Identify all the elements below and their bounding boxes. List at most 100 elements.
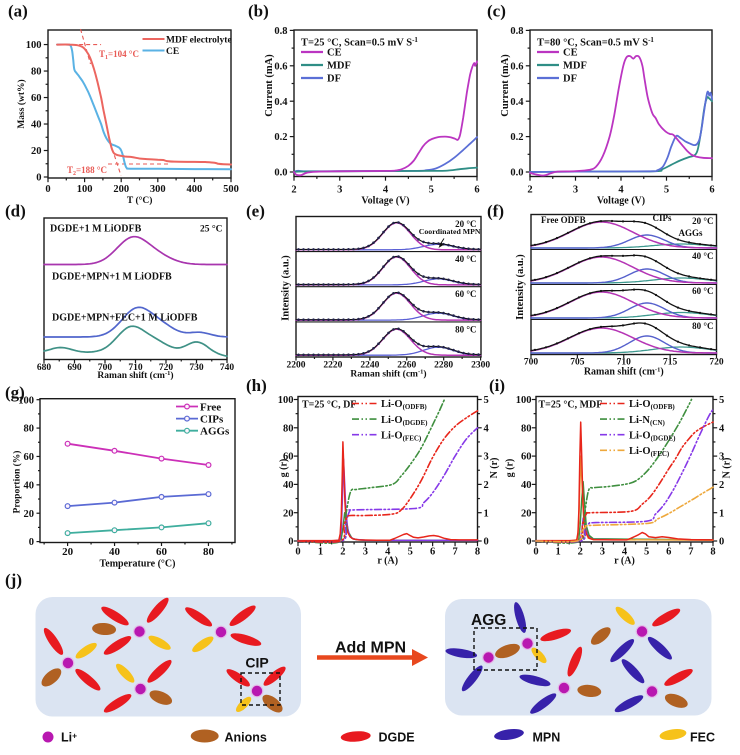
svg-text:40: 40 [521,480,532,491]
svg-text:6: 6 [666,547,671,558]
svg-text:T (°C): T (°C) [127,195,153,206]
svg-text:20: 20 [62,546,74,558]
svg-text:5: 5 [664,185,669,196]
svg-text:AGGs: AGGs [678,228,703,238]
svg-text:715: 715 [663,358,678,368]
svg-text:0: 0 [484,537,489,548]
svg-text:0: 0 [45,184,50,195]
svg-text:5: 5 [408,547,413,558]
svg-text:2: 2 [578,547,583,558]
svg-text:500: 500 [223,184,239,195]
svg-text:3: 3 [337,185,342,196]
svg-text:40: 40 [283,480,294,491]
svg-text:r (A): r (A) [614,556,635,567]
svg-text:0.0: 0.0 [274,168,287,179]
svg-text:6: 6 [430,547,435,558]
svg-text:100: 100 [26,40,42,51]
svg-text:1: 1 [556,547,561,558]
svg-text:0: 0 [29,537,34,548]
svg-text:5: 5 [484,395,489,406]
svg-text:720: 720 [159,363,174,373]
svg-text:100: 100 [18,395,34,406]
svg-text:Free: Free [200,401,221,413]
svg-text:4: 4 [383,185,389,196]
svg-text:g (r): g (r) [279,459,290,478]
svg-text:4: 4 [622,547,628,558]
svg-text:Coordinated MPN: Coordinated MPN [419,227,481,236]
svg-text:Add MPN: Add MPN [335,640,406,657]
svg-text:700: 700 [524,358,539,368]
svg-text:1: 1 [484,508,489,519]
svg-text:2: 2 [719,480,724,491]
svg-text:4: 4 [484,423,490,434]
svg-text:100: 100 [278,395,294,406]
svg-text:0.8: 0.8 [274,26,287,37]
svg-text:8: 8 [710,547,715,558]
svg-text:2: 2 [291,185,296,196]
svg-text:0.2: 0.2 [510,132,523,143]
svg-text:20: 20 [31,146,42,157]
svg-text:0.4: 0.4 [274,97,288,108]
svg-text:60: 60 [283,452,294,463]
svg-text:DGDE: DGDE [379,731,415,745]
svg-text:60: 60 [521,452,532,463]
svg-text:60: 60 [31,93,42,104]
svg-text:2300: 2300 [471,361,490,371]
svg-text:705: 705 [570,358,585,368]
svg-text:20: 20 [521,508,532,519]
svg-text:Anions: Anions [225,731,267,745]
svg-text:2200: 2200 [287,361,306,371]
svg-text:20 °C: 20 °C [692,216,713,226]
svg-text:(j): (j) [5,571,22,590]
svg-text:MDF electrolyte: MDF electrolyte [166,36,232,46]
svg-text:0.6: 0.6 [274,61,287,72]
svg-text:Voltage (V): Voltage (V) [597,196,645,207]
svg-text:Raman shift (cm-1): Raman shift (cm-1) [350,369,426,380]
svg-text:200: 200 [113,184,129,195]
svg-text:80: 80 [283,423,294,434]
svg-text:r (A): r (A) [377,556,398,567]
svg-text:N (r): N (r) [722,458,733,479]
svg-text:MDF: MDF [563,61,587,72]
svg-text:80: 80 [521,423,532,434]
svg-text:0.4: 0.4 [510,97,524,108]
svg-text:DGDE+MPN+1 M LiODFB: DGDE+MPN+1 M LiODFB [52,272,172,283]
svg-text:7: 7 [688,547,693,558]
svg-text:2: 2 [340,547,345,558]
svg-text:DF: DF [563,74,577,85]
svg-text:CE: CE [166,47,179,57]
svg-text:CIPs: CIPs [652,213,671,223]
svg-text:0: 0 [36,173,41,184]
svg-text:0.6: 0.6 [510,61,523,72]
svg-text:0: 0 [526,537,531,548]
svg-text:4: 4 [618,185,624,196]
svg-text:40 °C: 40 °C [455,254,476,264]
svg-text:Proportion (%): Proportion (%) [12,451,23,514]
svg-text:400: 400 [187,184,203,195]
svg-text:25 °C: 25 °C [200,224,223,235]
svg-text:720: 720 [709,358,724,368]
svg-text:MDF: MDF [327,61,351,72]
svg-text:0.8: 0.8 [510,26,523,37]
svg-text:40 °C: 40 °C [692,251,713,261]
svg-text:T1=104 °C: T1=104 °C [99,49,139,61]
svg-text:100: 100 [516,395,532,406]
svg-text:0: 0 [533,547,538,558]
svg-text:CE: CE [327,48,342,59]
svg-text:Current (mA): Current (mA) [264,54,275,117]
svg-text:60: 60 [156,546,168,558]
svg-text:(i): (i) [489,376,505,395]
svg-text:CE: CE [563,48,578,59]
svg-text:AGGs: AGGs [200,426,230,438]
svg-text:1: 1 [318,547,323,558]
svg-text:T=25 °C, MDF: T=25 °C, MDF [539,400,603,411]
svg-text:100: 100 [77,184,93,195]
svg-text:8: 8 [475,547,480,558]
svg-text:Free ODFB: Free ODFB [541,215,586,225]
svg-text:3: 3 [719,452,724,463]
svg-text:5: 5 [719,395,724,406]
svg-text:Raman shift (cm-1): Raman shift (cm-1) [584,367,664,378]
svg-text:0: 0 [288,537,293,548]
svg-text:0: 0 [719,537,724,548]
svg-text:(g): (g) [5,383,25,402]
